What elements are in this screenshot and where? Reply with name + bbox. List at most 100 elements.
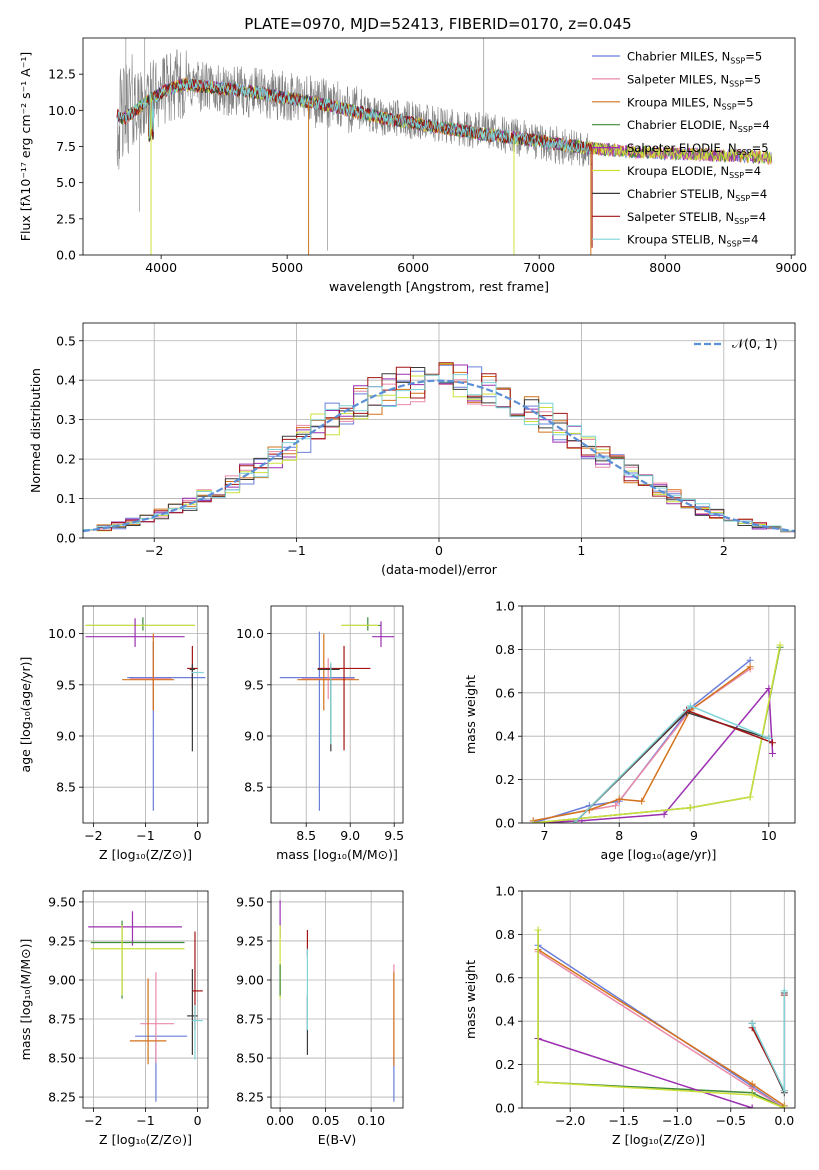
axes-frame <box>82 37 796 256</box>
x-axis-label: E(B-V) <box>318 1132 357 1147</box>
axes-frame <box>82 322 796 539</box>
x-tick-label: −1 <box>136 1113 154 1128</box>
x-tick-label: 8 <box>615 828 623 843</box>
y-tick-label: 0.0 <box>56 531 76 546</box>
axes-frame <box>521 890 796 1109</box>
x-tick-label: 6000 <box>397 260 429 275</box>
y-tick-label: 9.0 <box>244 728 264 743</box>
x-tick-label: 7 <box>540 828 548 843</box>
y-tick-label: 0.0 <box>495 816 515 831</box>
y-tick-label: 9.00 <box>236 972 264 987</box>
axes-frame <box>521 605 796 824</box>
x-axis-label: Z [log₁₀(Z/Z⊙)] <box>99 1132 192 1147</box>
weight-marker <box>748 1104 756 1108</box>
weight-marker <box>769 750 777 758</box>
x-tick-label: −1 <box>287 543 305 558</box>
grid-lines <box>271 891 403 1108</box>
y-tick-label: 5.0 <box>56 175 76 190</box>
grid-lines <box>522 605 795 824</box>
x-axis-label: wavelength [Angstrom, rest frame] <box>329 279 549 294</box>
weight-marker <box>534 926 542 934</box>
x-tick-label: 9000 <box>775 260 807 275</box>
x-tick-label: 0.00 <box>266 1113 294 1128</box>
x-tick-label: 0.05 <box>312 1113 340 1128</box>
y-tick-label: 0.6 <box>495 685 515 700</box>
y-tick-label: 8.75 <box>236 1012 264 1027</box>
y-tick-label: 8.5 <box>56 780 76 795</box>
y-tick-label: 0.8 <box>495 927 515 942</box>
y-tick-label: 9.5 <box>244 677 264 692</box>
axes-frame <box>270 890 404 1109</box>
weight-marker <box>615 795 623 803</box>
chart-8: −2.0 −1.5 −1.0 −0.5 0.0 0.0 0.2 0.4 0.6 0.8 1.0 Z [… <box>463 884 796 1147</box>
legend: 𝒩(0, 1) <box>694 336 778 351</box>
x-tick-label: 8000 <box>649 260 681 275</box>
weight-marker <box>780 987 788 995</box>
y-tick-label: 12.5 <box>48 67 76 82</box>
y-tick-label: 8.50 <box>48 1051 76 1066</box>
chart-5: 7 8 9 10 0.0 0.2 0.4 0.6 0.8 1.0 age [log₁₀(age/yr… <box>463 599 796 862</box>
x-tick-label: −1.0 <box>662 1113 692 1128</box>
legend-label: Kroupa ELODIE, NSSP=4 <box>627 164 761 180</box>
x-tick-label: 8.5 <box>296 828 316 843</box>
y-tick-label: 0.5 <box>56 333 76 348</box>
y-tick-label: 0.1 <box>56 491 76 506</box>
x-tick-label: 4000 <box>145 260 177 275</box>
y-axis-label: age [log₁₀(age/yr)] <box>18 657 33 773</box>
y-tick-label: 9.25 <box>48 933 76 948</box>
y-axis-label: Normed distribution <box>28 368 43 493</box>
y-tick-label: 8.25 <box>236 1090 264 1105</box>
legend-label: Salpeter STELIB, NSSP=4 <box>627 210 766 226</box>
weight-marker <box>746 656 754 664</box>
weight-marker <box>570 819 578 823</box>
weight-marker <box>748 1091 756 1099</box>
y-tick-label: 0.2 <box>56 452 76 467</box>
weight-marker <box>534 1078 542 1086</box>
x-tick-label: 0.0 <box>774 1113 794 1128</box>
grid-lines <box>83 323 795 539</box>
x-tick-label: −2 <box>145 543 163 558</box>
weight-marker <box>686 804 694 812</box>
x-tick-label: 9.5 <box>384 828 404 843</box>
x-tick-label: −0.5 <box>716 1113 746 1128</box>
y-tick-label: 8.25 <box>48 1090 76 1105</box>
y-axis-label: Flux [fλ10⁻¹⁷ erg cm⁻² s⁻¹ A⁻¹] <box>18 52 33 241</box>
y-tick-label: 10.0 <box>48 103 76 118</box>
x-axis-label: age [log₁₀(age/yr)] <box>601 847 717 862</box>
plot-area <box>116 38 773 255</box>
plot-area <box>83 362 795 538</box>
y-tick-label: 8.5 <box>244 780 264 795</box>
weight-line-8 <box>751 995 786 1091</box>
x-tick-label: 0.10 <box>357 1113 385 1128</box>
x-tick-label: 0 <box>194 828 202 843</box>
weight-marker <box>748 1019 756 1027</box>
chart-2: −2 −1 0 1 2 0.0 0.1 0.2 0.3 0.4 0.5 (data-model)/er… <box>28 322 796 577</box>
plot-area <box>85 617 206 811</box>
legend-label: Kroupa MILES, NSSP=5 <box>627 95 753 111</box>
axes-frame <box>82 605 209 824</box>
weight-marker <box>638 797 646 805</box>
plot-area <box>88 911 203 1102</box>
x-tick-label: −2.0 <box>555 1113 585 1128</box>
y-tick-label: 9.0 <box>56 728 76 743</box>
x-tick-label: −2 <box>84 828 102 843</box>
y-tick-label: 9.00 <box>48 972 76 987</box>
weight-marker <box>748 1080 756 1088</box>
plot-area <box>529 641 784 823</box>
x-tick-label: 5000 <box>271 260 303 275</box>
x-tick-label: 10 <box>761 828 777 843</box>
legend-label: Kroupa STELIB, NSSP=4 <box>627 233 758 249</box>
y-tick-label: 0.4 <box>495 729 515 744</box>
weight-line-5 <box>537 1037 753 1108</box>
chart-1: 4000 5000 6000 7000 8000 9000 0.0 2.5 5.0 7.5 10.0… <box>18 37 807 294</box>
x-tick-label: 0 <box>435 543 443 558</box>
x-tick-label: −2 <box>84 1113 102 1128</box>
plot-area <box>279 900 395 1102</box>
y-tick-label: 0.8 <box>495 642 515 657</box>
y-tick-label: 9.50 <box>48 894 76 909</box>
grid-lines <box>83 891 208 1108</box>
x-axis-label: Z [log₁₀(Z/Z⊙)] <box>612 1132 705 1147</box>
chart-7: 0.00 0.05 0.10 8.25 8.50 8.75 9.00 9.25 9.50 E(B-… <box>236 890 404 1147</box>
legend-label: Salpeter ELODIE, NSSP=5 <box>627 141 769 157</box>
weight-marker <box>765 734 773 742</box>
